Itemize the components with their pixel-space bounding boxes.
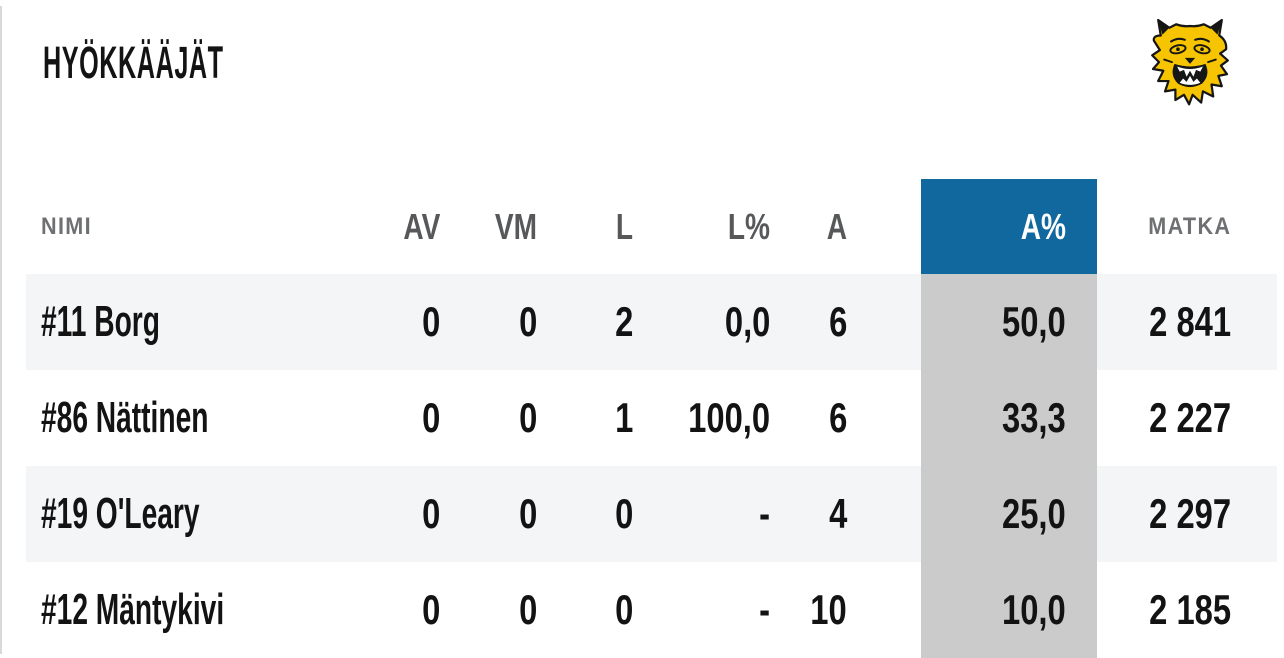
- column-header-vm[interactable]: VM: [494, 205, 537, 247]
- column-header-matka[interactable]: MATKA: [1147, 212, 1231, 240]
- stat-cell-l: 2: [614, 298, 633, 345]
- table-header-row: NIMI AV VM L L% A A% MATKA: [26, 179, 1277, 274]
- stat-cell-vm: 0: [518, 490, 537, 537]
- stat-cell-vm: 0: [518, 298, 537, 345]
- stat-cell-matka: 2 185: [1149, 586, 1231, 633]
- stat-cell-l: 1: [614, 394, 633, 441]
- stat-cell-matka: 2 841: [1149, 298, 1231, 345]
- player-name-cell: #11 Borg: [41, 297, 160, 346]
- column-header-nimi[interactable]: NIMI: [41, 212, 93, 240]
- stat-cell-av: 0: [421, 586, 440, 633]
- forwards-stats-table: NIMI AV VM L L% A A% MATKA #11 Borg 0 0 …: [26, 179, 1277, 658]
- stat-cell-apct: 10,0: [921, 562, 1097, 658]
- stat-cell-matka: 2 227: [1149, 394, 1231, 441]
- stat-cell-lpct: -: [759, 586, 770, 633]
- stat-cell-a: 4: [828, 490, 847, 537]
- column-header-l[interactable]: L: [615, 205, 633, 247]
- column-header-av[interactable]: AV: [403, 205, 440, 247]
- stat-cell-vm: 0: [518, 394, 537, 441]
- player-name-cell: #12 Mäntykivi: [41, 585, 225, 634]
- stat-cell-lpct: 100,0: [688, 394, 770, 441]
- section-title-text: HYÖKKÄÄJÄT: [43, 37, 224, 88]
- stat-cell-l: 0: [614, 490, 633, 537]
- stat-cell-av: 0: [421, 298, 440, 345]
- column-header-apct-active-sort[interactable]: A%: [921, 179, 1097, 274]
- table-row-borg[interactable]: #11 Borg 0 0 2 0,0 6 50,0 2 841: [26, 274, 1277, 370]
- stat-cell-a: 10: [810, 586, 847, 633]
- stat-cell-a: 6: [828, 298, 847, 345]
- stat-cell-av: 0: [421, 394, 440, 441]
- ilves-lynx-logo-icon: [1147, 14, 1233, 112]
- column-header-a[interactable]: A: [826, 205, 847, 247]
- stat-cell-av: 0: [421, 490, 440, 537]
- table-row-nattinen[interactable]: #86 Nättinen 0 0 1 100,0 6 33,3 2 227: [26, 370, 1277, 466]
- section-title: HYÖKKÄÄJÄT: [43, 40, 366, 85]
- column-header-lpct[interactable]: L%: [727, 205, 770, 247]
- stat-cell-apct: 25,0: [921, 466, 1097, 562]
- stat-cell-lpct: -: [759, 490, 770, 537]
- stat-cell-vm: 0: [518, 586, 537, 633]
- player-name-cell: #86 Nättinen: [41, 393, 209, 442]
- player-name-cell: #19 O'Leary: [41, 489, 200, 538]
- table-row-mantykivi[interactable]: #12 Mäntykivi 0 0 0 - 10 10,0 2 185: [26, 562, 1277, 658]
- left-edge-border: [0, 6, 2, 654]
- stat-cell-apct: 50,0: [921, 274, 1097, 370]
- stat-cell-matka: 2 297: [1149, 490, 1231, 537]
- stat-cell-lpct: 0,0: [724, 298, 770, 345]
- table-row-oleary[interactable]: #19 O'Leary 0 0 0 - 4 25,0 2 297: [26, 466, 1277, 562]
- stat-cell-apct: 33,3: [921, 370, 1097, 466]
- stat-cell-a: 6: [828, 394, 847, 441]
- stat-cell-l: 0: [614, 586, 633, 633]
